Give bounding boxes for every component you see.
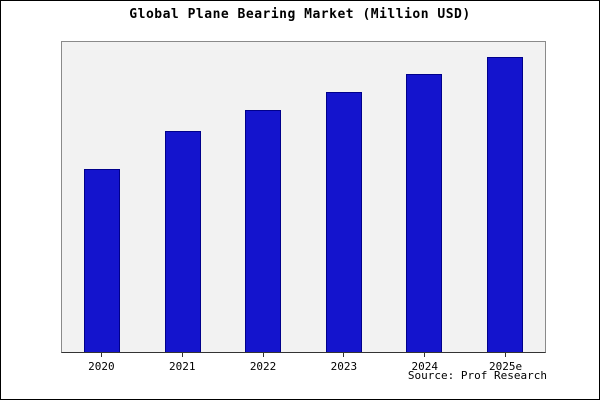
x-tick-label-2021: 2021 — [168, 360, 196, 373]
chart-title: Global Plane Bearing Market (Million USD… — [129, 7, 471, 22]
x-tick-mark — [505, 353, 507, 357]
x-axis: 2020 2021 2022 2023 2024 2025e — [61, 353, 546, 373]
source-note: Source: Prof Research — [407, 369, 547, 382]
bar-2025e — [486, 56, 523, 352]
bar-2021 — [164, 130, 201, 352]
bar-slot — [143, 42, 223, 352]
x-tick-mark — [100, 353, 102, 357]
x-tick-label-2022: 2022 — [249, 360, 277, 373]
bar-slot — [62, 42, 142, 352]
x-tick-slot: 2025e — [466, 353, 546, 373]
bar-2022 — [245, 109, 282, 352]
x-tick-mark — [424, 353, 426, 357]
x-tick-mark — [181, 353, 183, 357]
bar-2024 — [406, 74, 443, 352]
x-tick-mark — [262, 353, 264, 357]
bar-slot — [384, 42, 464, 352]
bar-slot — [465, 42, 545, 352]
bar-slot — [304, 42, 384, 352]
bar-2023 — [325, 92, 362, 352]
bar-slot — [223, 42, 303, 352]
x-tick-mark — [343, 353, 345, 357]
x-tick-label-2024: 2024 — [411, 360, 438, 373]
x-tick-slot: 2023 — [304, 353, 384, 373]
x-tick-slot: 2020 — [61, 353, 141, 373]
x-tick-label-2025e: 2025e — [488, 360, 523, 373]
x-tick-slot: 2022 — [223, 353, 303, 373]
bar-2020 — [84, 168, 121, 352]
plot-area — [61, 41, 546, 353]
x-tick-slot: 2021 — [142, 353, 222, 373]
x-tick-slot: 2024 — [385, 353, 465, 373]
x-tick-label-2023: 2023 — [330, 360, 358, 373]
x-tick-label-2020: 2020 — [88, 360, 115, 373]
